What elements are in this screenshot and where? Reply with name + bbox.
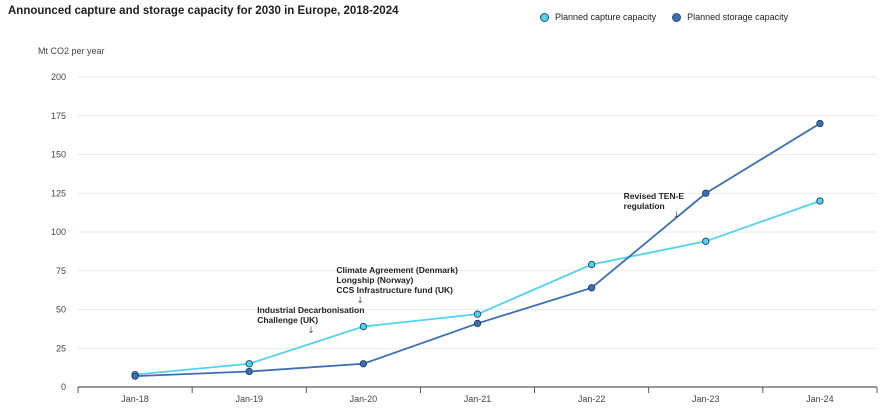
x-tick-label: Jan-21 — [464, 394, 492, 404]
storage-point — [587, 284, 596, 292]
storage-point — [816, 119, 824, 128]
capture-point — [359, 322, 368, 331]
storage-series-line — [135, 122, 821, 378]
legend-item-storage: Planned storage capacity — [672, 12, 788, 22]
y-tick-label: 150 — [51, 150, 66, 160]
annotation-text: Challenge (UK) — [257, 315, 318, 325]
annotation-text: Longship (Norway) — [336, 275, 413, 285]
x-tick-label: Jan-24 — [806, 394, 834, 404]
capture-point — [245, 360, 253, 368]
y-tick-label: 175 — [51, 111, 66, 121]
annotation-text: CCS Infrastructure fund (UK) — [336, 285, 453, 295]
storage-point — [245, 367, 253, 376]
annotation-arrow-icon: ↓ — [673, 211, 681, 221]
x-tick-label: Jan-22 — [578, 394, 606, 404]
y-tick-label: 0 — [61, 382, 66, 392]
annotation-arrow-icon: ↓ — [356, 296, 364, 306]
y-tick-label: 125 — [51, 188, 66, 198]
legend-item-capture: Planned capture capacity — [540, 12, 656, 22]
x-tick-label: Jan-20 — [350, 394, 378, 404]
x-tick-label: Jan-23 — [692, 394, 720, 404]
legend-storage-label: Planned storage capacity — [687, 12, 789, 22]
y-tick-label: 50 — [56, 305, 66, 315]
y-tick-label: 75 — [56, 266, 66, 276]
y-tick-label: 200 — [51, 72, 66, 82]
capture-marker-icon — [540, 12, 549, 22]
y-axis-label: Mt CO2 per year — [38, 46, 105, 56]
storage-marker-icon — [672, 12, 682, 22]
annotation-text: regulation — [624, 201, 665, 211]
x-tick-label: Jan-18 — [121, 394, 149, 404]
legend-capture-label: Planned capture capacity — [555, 12, 657, 22]
capture-point — [473, 310, 482, 318]
y-tick-label: 100 — [51, 227, 66, 237]
storage-point — [359, 360, 368, 368]
annotation-arrow-icon: ↓ — [307, 326, 315, 336]
storage-point — [131, 372, 139, 380]
legend: Planned capture capacity Planned storage… — [540, 12, 788, 22]
annotation-text: Industrial Decarbonisation — [257, 305, 364, 315]
annotation-text: Revised TEN-E — [624, 191, 685, 201]
annotation-text: Climate Agreement (Denmark) — [336, 265, 458, 275]
y-tick-label: 25 — [56, 343, 66, 353]
storage-point — [702, 189, 710, 197]
capture-point — [702, 237, 710, 245]
chart-title: Announced capture and storage capacity f… — [8, 5, 399, 17]
capture-point — [816, 197, 824, 205]
x-tick-label: Jan-19 — [235, 394, 263, 404]
storage-point — [473, 319, 482, 328]
capture-point — [587, 260, 596, 269]
